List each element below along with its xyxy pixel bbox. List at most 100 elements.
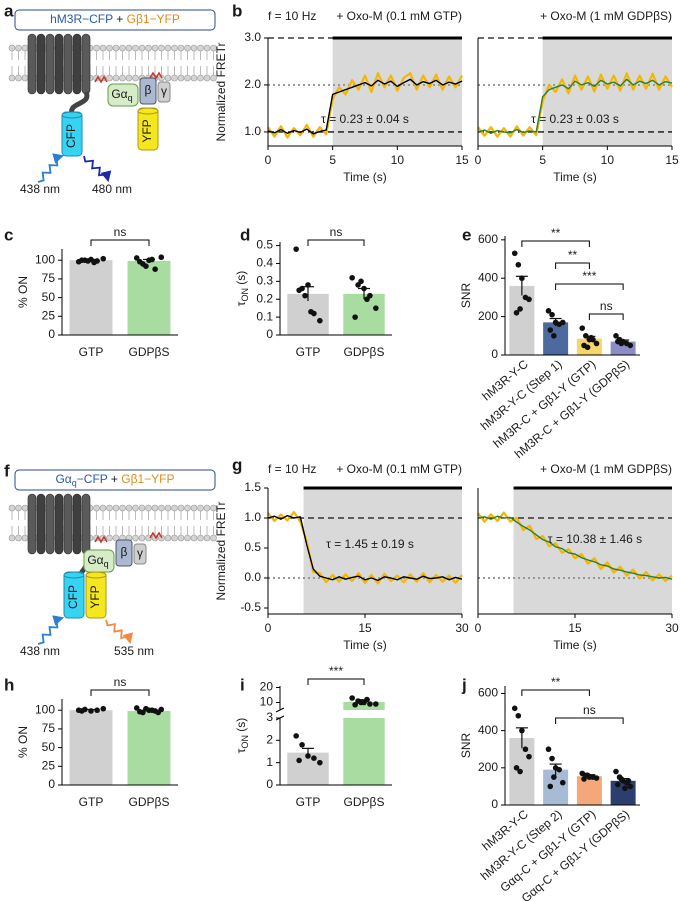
lipid-head [15, 74, 22, 82]
data-point [358, 278, 364, 285]
receptor-tail [69, 90, 90, 115]
receptor-helix [63, 493, 73, 555]
y-axis-label: SNR [459, 283, 473, 309]
x-axis-label: Time (s) [553, 170, 597, 184]
wavelength: 438 nm [20, 182, 60, 196]
lipid-head [8, 44, 16, 52]
receptor-helix [81, 493, 91, 555]
x-tick-label: GTP [79, 345, 104, 359]
trace [477, 515, 673, 580]
lipid-head [8, 504, 16, 512]
data-point [100, 255, 107, 262]
data-point [579, 325, 586, 331]
axis-break [275, 707, 285, 713]
data-point [549, 311, 555, 318]
data-point [515, 261, 522, 268]
lipid-head [112, 74, 120, 82]
y-axis-label: % ON [16, 726, 30, 758]
diagram-title: Gαq−CFP + Gβ1−YFP [55, 472, 174, 488]
wavelength: 438 nm [20, 644, 60, 658]
data-point [614, 781, 621, 788]
x-tick-label: 15 [568, 621, 582, 635]
significance-label: ns [583, 703, 596, 717]
significance-bracket [555, 717, 624, 724]
lipid-head [145, 504, 152, 512]
lipid-head [158, 504, 165, 512]
data-point [94, 707, 100, 714]
y-tick-label: 10 [260, 695, 274, 709]
receptor-helix [54, 33, 64, 95]
x-tick-label: 15 [665, 153, 679, 167]
lipid-head [184, 504, 191, 512]
data-point [613, 333, 619, 339]
data-point [302, 292, 308, 299]
trace [477, 72, 673, 138]
lipid-head [112, 44, 120, 52]
lipid-head [210, 74, 217, 82]
y-label-sub: ON [240, 735, 250, 749]
chart-title: + Oxo-M (1 mM GDPβS) [540, 462, 672, 476]
receptor-helix [45, 33, 55, 95]
x-tick-label: 0 [475, 153, 482, 167]
y-tick-label: 100 [35, 702, 55, 716]
panel-letter: b [232, 1, 242, 20]
y-tick-label: 1.0 [244, 510, 261, 524]
lipid-head [138, 504, 146, 512]
y-tick-label: 75 [42, 721, 56, 735]
significance-bracket [90, 239, 150, 246]
data-point [627, 342, 634, 349]
lipid-head [21, 74, 29, 82]
y-label-text: SNR [459, 283, 473, 309]
data-point [155, 709, 161, 716]
lipid-head [171, 534, 178, 542]
data-point [511, 705, 518, 712]
lipid-head [21, 534, 29, 542]
fluorophore-label: CFP [66, 585, 80, 609]
fluorophore-label: YFP [140, 119, 154, 142]
data-point [317, 759, 323, 766]
y-tick-label: 0 [48, 777, 55, 791]
significance-bracket [555, 262, 590, 269]
data-point [373, 305, 379, 311]
title-part: hM3R−CFP [50, 12, 113, 26]
y-tick-label: 75 [42, 271, 56, 285]
lipid-head [190, 534, 198, 542]
data-point [367, 701, 373, 707]
x-tick-label: GDPβS [344, 795, 385, 809]
significance-bracket [90, 689, 150, 696]
data-point [584, 344, 591, 351]
y-tick-label: 2.0 [244, 77, 261, 91]
fluorophore-top [85, 571, 107, 579]
data-point [513, 765, 520, 771]
data-point [515, 712, 522, 719]
y-tick-label: 400 [478, 270, 498, 284]
data-point [137, 708, 143, 715]
lipid-head [177, 74, 185, 82]
lipid-head [106, 534, 113, 542]
significance-bracket [307, 239, 365, 246]
wavelength: 480 nm [92, 182, 132, 196]
lipid-head [125, 504, 133, 512]
title-part: −CFP [77, 472, 108, 486]
stimulus-shade [303, 488, 462, 614]
receptor-helix [36, 493, 46, 555]
lipid-head [171, 74, 178, 82]
lipid-head [203, 504, 211, 512]
lipid-head [177, 504, 185, 512]
receptor-helix [72, 493, 82, 555]
data-point [91, 259, 97, 266]
data-point [593, 340, 600, 347]
y-axis-label: τON (s) [234, 271, 250, 307]
trace [267, 78, 463, 135]
lipid-head [8, 534, 16, 542]
panel-letter: c [4, 225, 13, 244]
receptor-helix [27, 493, 37, 555]
fit-label: τ = 0.23 ± 0.04 s [321, 112, 409, 126]
stimulus-shade [513, 488, 672, 614]
lipid-head [8, 74, 16, 82]
data-point [551, 774, 557, 780]
bar [509, 285, 535, 355]
y-tick-label: 1 [266, 755, 273, 769]
data-point [581, 776, 587, 782]
